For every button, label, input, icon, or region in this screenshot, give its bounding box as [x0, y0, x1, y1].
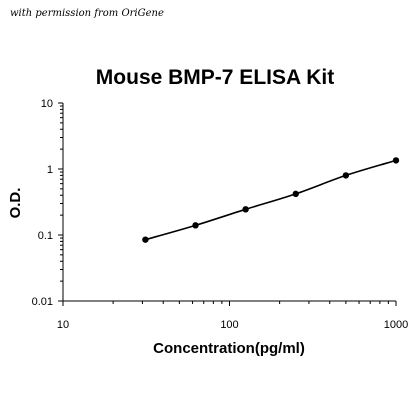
data-point — [242, 206, 249, 213]
y-tick-label: 10 — [41, 98, 53, 110]
x-tick-label: 1000 — [384, 319, 408, 331]
y-tick-label: 0.01 — [32, 296, 53, 308]
chart-title: Mouse BMP-7 ELISA Kit — [95, 66, 335, 89]
axes — [62, 103, 396, 302]
data-point — [292, 190, 299, 198]
series — [142, 157, 400, 243]
data-point — [142, 236, 149, 243]
data-point — [192, 222, 199, 229]
y-tick-label: 0.1 — [38, 230, 53, 242]
permission-note: with permission from OriGene — [10, 8, 164, 19]
x-axis-label: Concentration(pg/ml) — [153, 340, 305, 357]
ticks — [58, 102, 397, 306]
data-point — [392, 157, 400, 164]
y-axis-label: O.D. — [7, 188, 24, 219]
data-point — [342, 172, 350, 179]
x-tick-label: 100 — [220, 319, 238, 331]
tick-labels: 10 1 0.1 0.01 10 100 1000 — [32, 98, 409, 331]
y-tick-label: 1 — [47, 164, 53, 176]
standard-curve-line — [145, 159, 397, 241]
x-tick-label: 10 — [57, 319, 69, 331]
